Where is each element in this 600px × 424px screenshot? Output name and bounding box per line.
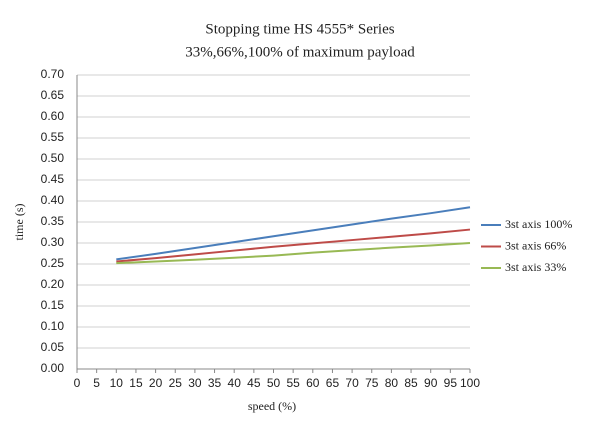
y-tick-label: 0.45: [41, 172, 65, 186]
x-tick-label: 60: [306, 376, 320, 390]
x-tick-label: 75: [365, 376, 379, 390]
x-tick-label: 5: [93, 376, 100, 390]
y-tick-label: 0.40: [41, 193, 65, 207]
y-tick-label: 0.30: [41, 235, 65, 249]
x-tick-label: 40: [228, 376, 242, 390]
x-tick-label: 30: [188, 376, 202, 390]
x-tick-label: 50: [267, 376, 281, 390]
y-tick-label: 0.20: [41, 277, 65, 291]
series-line: [116, 242, 471, 265]
y-tick-label: 0.70: [41, 67, 65, 81]
x-tick-label: 0: [74, 376, 81, 390]
x-tick-label: 20: [149, 376, 163, 390]
y-tick-label: 0.05: [41, 340, 65, 354]
y-tick-label: 0.50: [41, 151, 65, 165]
x-tick-label: 80: [385, 376, 399, 390]
y-tick-label: 0.55: [41, 130, 65, 144]
x-axis-label: speed (%): [248, 399, 296, 413]
x-tick-label: 15: [129, 376, 143, 390]
y-tick-label: 0.25: [41, 256, 65, 270]
x-tick-label: 45: [247, 376, 261, 390]
series-line: [116, 228, 471, 263]
legend-label: 3st axis 66%: [505, 238, 566, 252]
legend-label: 3st axis 100%: [505, 217, 572, 231]
x-tick-label: 65: [326, 376, 340, 390]
y-tick-label: 0.15: [41, 298, 65, 312]
series-line: [116, 206, 471, 261]
x-tick-label: 90: [424, 376, 438, 390]
x-tick-label: 55: [286, 376, 300, 390]
x-tick-label: 10: [110, 376, 124, 390]
chart-title: Stopping time HS 4555* Series: [205, 21, 394, 37]
x-tick-label: 35: [208, 376, 222, 390]
y-tick-label: 0.60: [41, 109, 65, 123]
chart-subtitle: 33%,66%,100% of maximum payload: [185, 44, 415, 60]
x-tick-label: 100: [460, 376, 480, 390]
y-tick-label: 0.35: [41, 214, 65, 228]
x-tick-label: 85: [404, 376, 418, 390]
legend-label: 3st axis 33%: [505, 260, 566, 274]
x-tick-label: 70: [345, 376, 359, 390]
y-tick-label: 0.65: [41, 88, 65, 102]
y-tick-label: 0.00: [41, 361, 65, 375]
y-axis-label: time (s): [12, 204, 26, 241]
x-tick-label: 95: [444, 376, 458, 390]
x-tick-label: 25: [169, 376, 183, 390]
y-tick-label: 0.10: [41, 319, 65, 333]
